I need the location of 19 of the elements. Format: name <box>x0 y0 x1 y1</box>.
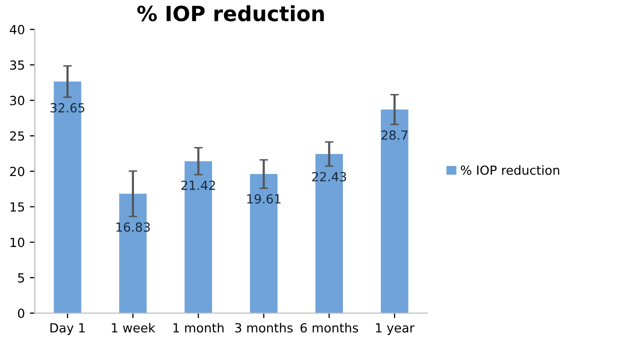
y-tick-label: 25 <box>10 131 24 141</box>
legend-label: % IOP reduction <box>460 165 560 175</box>
y-tick-label: 35 <box>10 60 24 70</box>
y-tick-label: 40 <box>10 24 24 34</box>
y-tick-label: 15 <box>10 202 24 212</box>
bar <box>380 110 408 314</box>
x-tick-label: Day 1 <box>50 323 85 335</box>
x-tick-label: 6 months <box>300 322 358 333</box>
y-tick-label: 5 <box>18 273 24 283</box>
x-tick-label: 1 week <box>112 322 156 333</box>
data-label: 28.7 <box>382 130 408 140</box>
x-tick-label: 1 year <box>376 323 414 335</box>
y-tick-label: 20 <box>10 166 24 176</box>
y-tick-label: 30 <box>10 96 24 106</box>
chart-title: % IOP reduction <box>137 5 324 22</box>
x-tick-label: 1 month <box>173 322 224 333</box>
y-tick-label: 0 <box>18 308 24 318</box>
y-tick-label: 10 <box>10 238 24 248</box>
x-tick-label: 3 months <box>235 322 293 333</box>
